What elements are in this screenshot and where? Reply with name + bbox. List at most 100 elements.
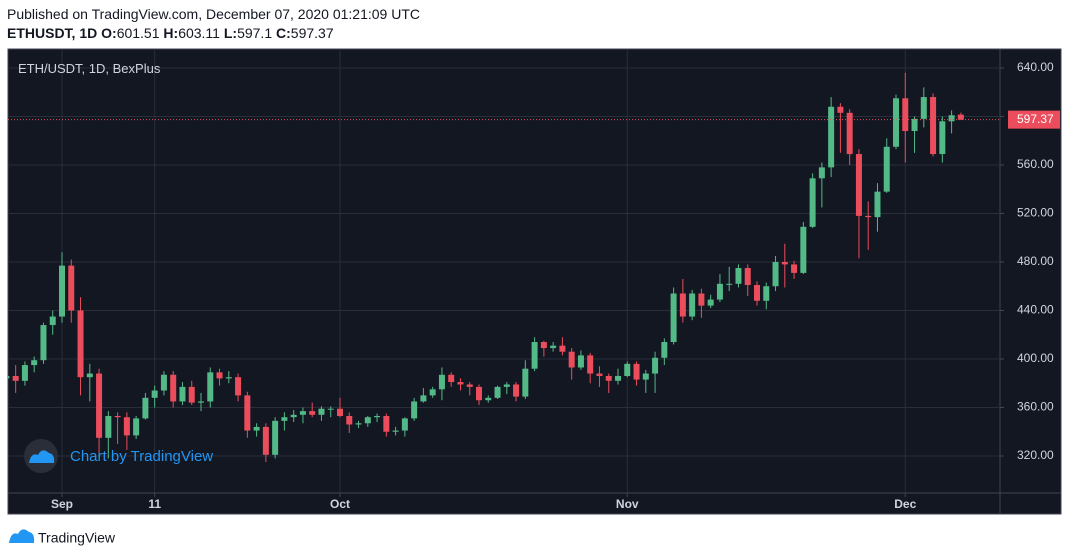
candle-body	[596, 373, 603, 376]
candle-body	[364, 417, 371, 424]
candle-body	[670, 293, 677, 343]
candle-body	[920, 97, 927, 119]
candle-body	[893, 98, 900, 147]
candle-body	[142, 397, 149, 419]
candle-body	[948, 115, 955, 122]
candle-body	[105, 415, 112, 438]
ohlc-value: 597.37	[290, 25, 334, 41]
candle-body	[809, 178, 816, 227]
candle-body	[540, 342, 547, 349]
candle-body	[281, 417, 288, 421]
candle-body	[151, 390, 158, 398]
candle-body	[438, 374, 445, 390]
candle-body	[865, 215, 872, 218]
candle-body	[531, 342, 538, 369]
ohlc-value: 601.51	[116, 25, 160, 41]
candle-body	[818, 167, 825, 179]
candle-body	[86, 373, 93, 378]
candle-body	[290, 414, 297, 418]
candle-body	[133, 418, 140, 436]
candle-body	[568, 351, 575, 368]
candle-body	[957, 114, 964, 120]
candle-body	[198, 401, 205, 403]
candle-body	[253, 426, 260, 431]
watermark-logo	[29, 450, 55, 463]
candle-body	[707, 299, 714, 306]
watermark-text: Chart by TradingView	[70, 448, 213, 465]
ohlc-value: 597.1	[237, 25, 273, 41]
candle-body	[216, 372, 223, 379]
footer-brand: TradingView	[38, 530, 116, 546]
candle-body	[77, 310, 84, 378]
ohlc-value: 603.11	[178, 25, 220, 41]
ohlc-label: O:	[101, 25, 117, 41]
candle-body	[559, 345, 566, 352]
candle-body	[327, 408, 334, 410]
candle-body	[448, 374, 455, 383]
candle-body	[485, 397, 492, 401]
candle-body	[244, 395, 251, 431]
candle-body	[550, 345, 557, 349]
candle-body	[21, 365, 28, 381]
candle-body	[902, 98, 909, 132]
y-tick-label: 440.00	[1017, 303, 1054, 317]
candle-body	[411, 401, 418, 419]
y-tick-label: 560.00	[1017, 157, 1054, 171]
candle-body	[12, 375, 19, 381]
ohlc-label: H:	[163, 25, 179, 41]
last-price-badge	[1008, 110, 1060, 129]
published: Published on TradingView.com, December 0…	[7, 6, 420, 22]
candle-body	[68, 265, 75, 311]
candle-body	[522, 368, 529, 397]
candles	[8, 72, 1000, 463]
candle-body	[615, 375, 622, 381]
candle-body	[716, 283, 723, 300]
ohlc-label: L:	[223, 25, 238, 41]
candle-body	[513, 384, 520, 397]
candle-body	[59, 265, 65, 317]
x-tick-label: Oct	[330, 497, 350, 511]
candle-body	[772, 261, 779, 287]
candle-body	[930, 97, 937, 155]
candle-body	[698, 293, 705, 306]
candle-body	[661, 342, 668, 358]
candle-body	[633, 363, 640, 380]
x-tick-label: Nov	[616, 497, 639, 511]
candle-body	[476, 386, 483, 401]
watermark: Chart by TradingView	[24, 439, 213, 473]
chart-title: ETH/USDT, 1D, BexPlus	[18, 61, 161, 76]
candle-body	[337, 408, 344, 416]
candle-body	[272, 420, 279, 455]
candle-body	[494, 386, 501, 398]
candle-body	[420, 395, 427, 402]
candle-body	[188, 386, 195, 403]
x-tick-label: 11	[148, 497, 161, 511]
candle-body	[114, 415, 121, 418]
candle-body	[318, 408, 325, 415]
y-tick-label: 400.00	[1017, 351, 1054, 365]
candle-body	[503, 384, 510, 387]
candle-body	[781, 261, 788, 265]
grid	[8, 50, 1000, 493]
candle-body	[457, 382, 464, 385]
candle-body	[689, 293, 696, 317]
candle-body	[31, 360, 38, 366]
last-price-label: 597.37	[1017, 112, 1054, 126]
candle-body	[309, 411, 316, 415]
candle-body	[754, 285, 761, 301]
candle-body	[8, 375, 10, 379]
candle-body	[96, 373, 103, 438]
candle-body	[874, 191, 881, 218]
y-tick-label: 320.00	[1017, 448, 1054, 462]
footer-logo-mark	[9, 529, 35, 543]
candle-body	[346, 415, 353, 425]
candle-body	[225, 377, 232, 379]
candle-body	[587, 355, 594, 374]
candle-body	[170, 374, 177, 402]
candle-body	[466, 384, 473, 387]
x-tick-label: Sep	[51, 497, 73, 511]
candle-body	[883, 146, 890, 192]
candle-body	[652, 357, 659, 374]
